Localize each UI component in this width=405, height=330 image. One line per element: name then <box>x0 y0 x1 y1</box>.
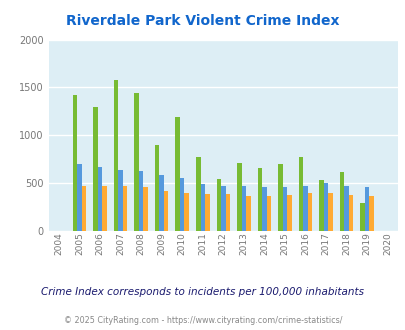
Bar <box>359 203 364 231</box>
Bar <box>200 183 205 231</box>
Bar <box>328 193 332 231</box>
Bar <box>364 187 369 231</box>
Bar <box>134 93 139 231</box>
Bar <box>184 193 189 231</box>
Bar <box>113 80 118 231</box>
Bar <box>369 196 373 231</box>
Bar <box>307 193 311 231</box>
Bar <box>205 194 209 231</box>
Bar <box>179 178 184 231</box>
Bar <box>348 195 352 231</box>
Text: Crime Index corresponds to incidents per 100,000 inhabitants: Crime Index corresponds to incidents per… <box>41 287 364 297</box>
Bar <box>196 157 200 231</box>
Bar <box>155 145 159 231</box>
Bar <box>266 196 271 231</box>
Bar <box>318 180 323 231</box>
Bar <box>102 185 107 231</box>
Bar <box>123 186 127 231</box>
Bar <box>118 170 123 231</box>
Bar <box>216 179 220 231</box>
Bar <box>323 183 328 231</box>
Bar <box>343 186 348 231</box>
Bar <box>77 164 81 231</box>
Bar <box>282 187 286 231</box>
Bar <box>339 172 343 231</box>
Bar <box>286 195 291 231</box>
Bar <box>139 171 143 231</box>
Bar <box>241 186 245 231</box>
Bar <box>81 186 86 231</box>
Bar <box>220 185 225 231</box>
Bar <box>262 187 266 231</box>
Bar <box>93 107 98 231</box>
Bar <box>98 167 102 231</box>
Text: © 2025 CityRating.com - https://www.cityrating.com/crime-statistics/: © 2025 CityRating.com - https://www.city… <box>64 316 341 325</box>
Bar <box>175 117 179 231</box>
Bar <box>298 157 303 231</box>
Bar <box>159 175 164 231</box>
Bar <box>245 196 250 231</box>
Bar <box>237 163 241 231</box>
Bar <box>143 187 147 231</box>
Text: Riverdale Park Violent Crime Index: Riverdale Park Violent Crime Index <box>66 15 339 28</box>
Bar <box>225 194 230 231</box>
Bar <box>303 185 307 231</box>
Bar <box>164 191 168 231</box>
Bar <box>277 164 282 231</box>
Bar <box>72 95 77 231</box>
Bar <box>257 168 262 231</box>
